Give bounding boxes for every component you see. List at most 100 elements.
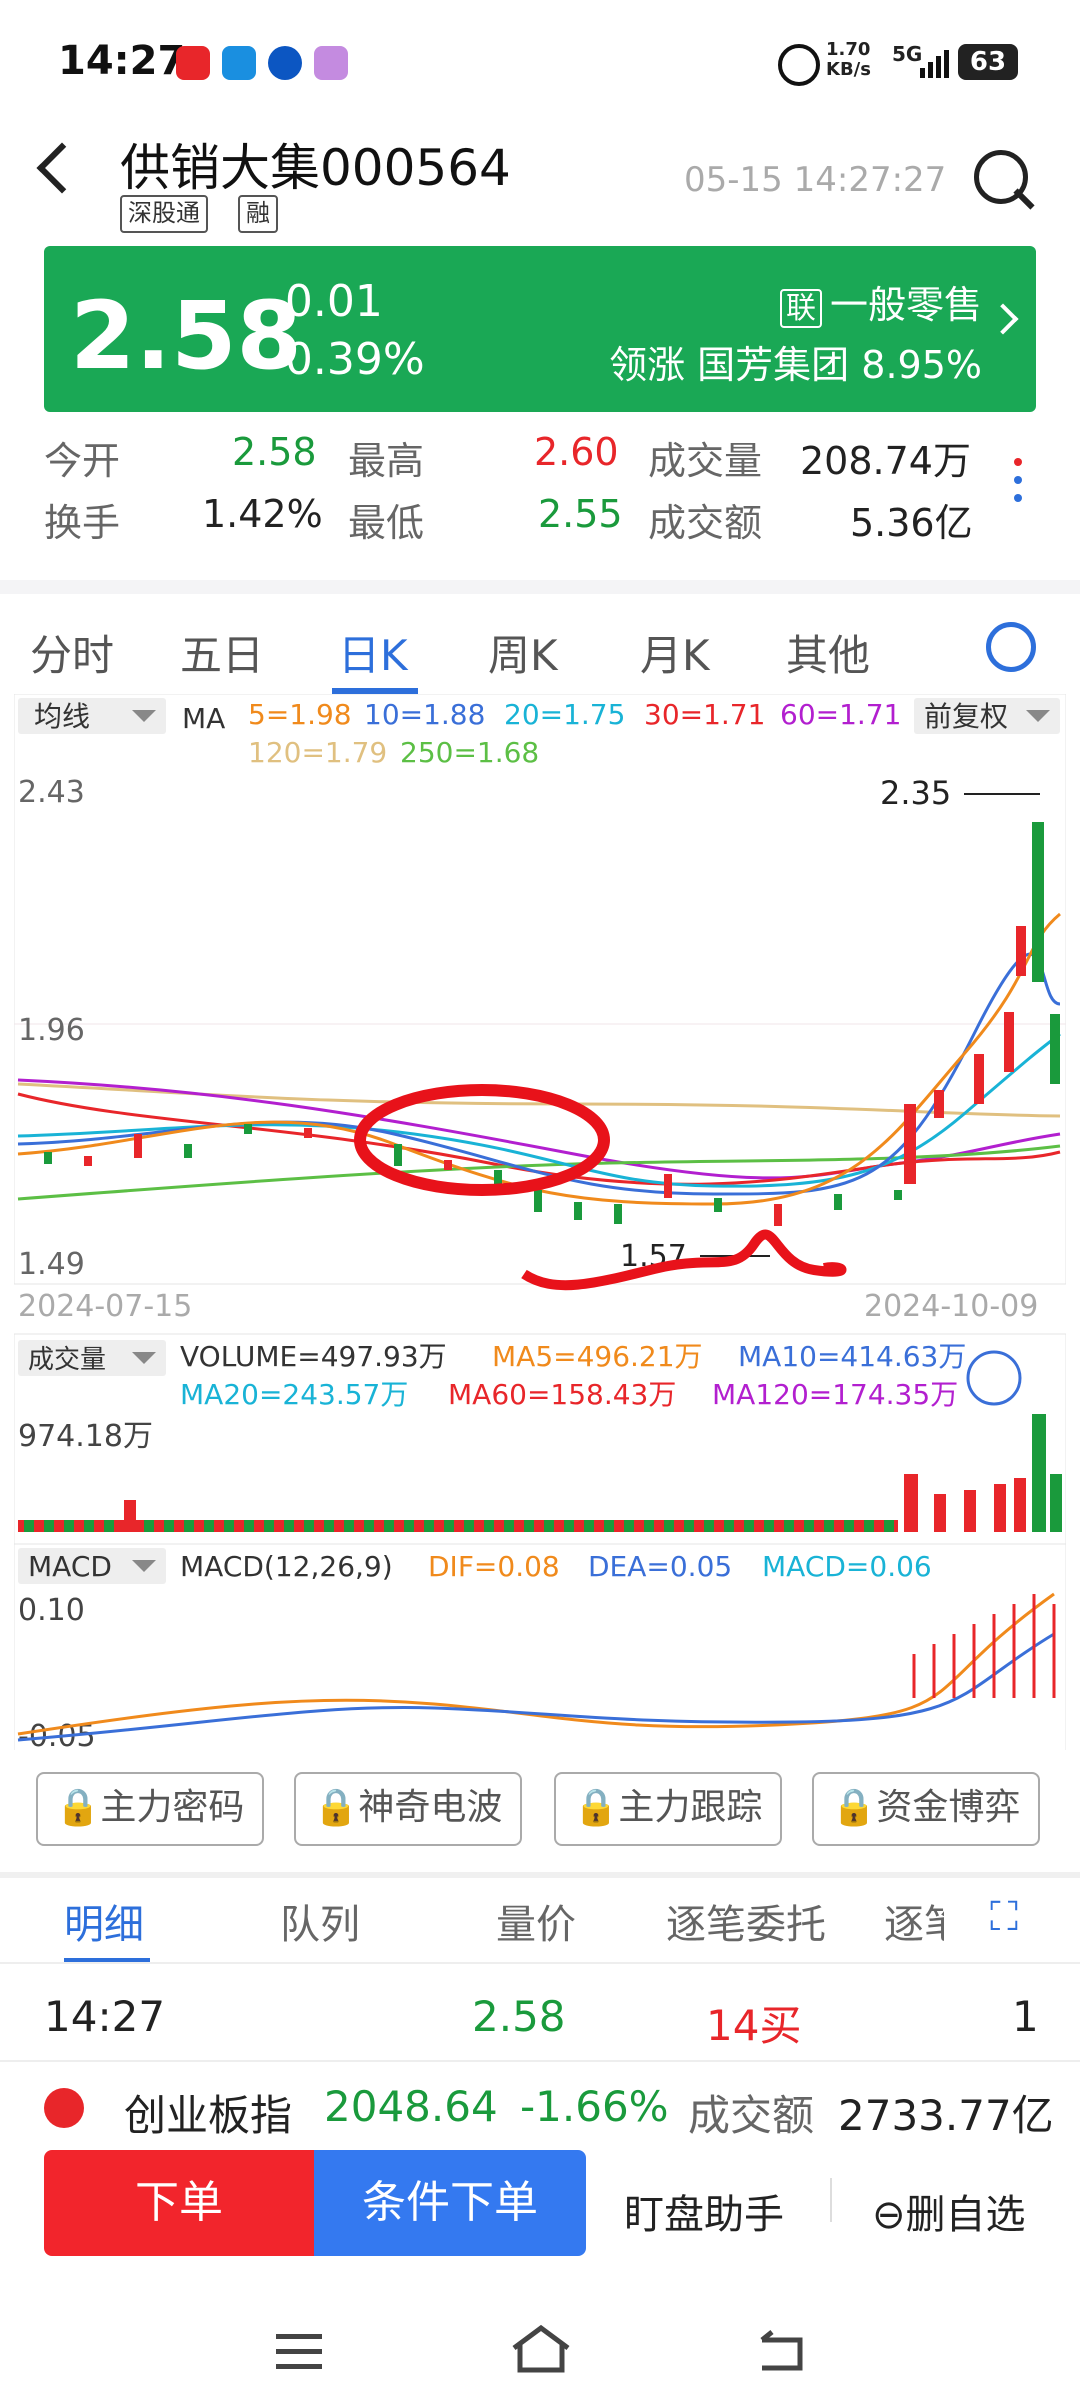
macd-dea: DEA=0.05 — [588, 1550, 732, 1583]
section-divider — [0, 580, 1080, 594]
section-divider — [0, 1872, 1080, 1878]
annotation-circle — [354, 1084, 610, 1196]
fullscreen-icon[interactable]: ⛶ — [990, 1894, 1018, 1940]
macd-select-bg — [18, 1548, 166, 1584]
menu-icon[interactable] — [276, 2334, 322, 2374]
tab-active-indicator — [64, 1958, 150, 1964]
chevron-down-icon — [132, 1352, 156, 1364]
tab-detail[interactable]: 明细 — [64, 1902, 144, 1948]
back-button[interactable] — [36, 142, 88, 194]
index-ticker[interactable]: 创业板指 2048.64 -1.66% 成交额 2733.77亿 — [0, 2060, 1080, 2162]
sector-info[interactable]: 联一般零售 — [779, 274, 982, 329]
y-axis-mid: 1.96 — [18, 1013, 85, 1048]
tab-order-by-order[interactable]: 逐笔委托 — [666, 1902, 826, 1948]
turnover-label: 换手 — [44, 501, 121, 545]
date-end: 2024-10-09 — [864, 1289, 1038, 1324]
detail-price: 2.58 — [472, 1992, 566, 2041]
vol-ma5: MA5=496.21万 — [492, 1340, 703, 1373]
detail-count: 1 — [1012, 1992, 1039, 2041]
leader-name: 国芳集团 — [697, 343, 850, 387]
order-button[interactable]: 下单 — [44, 2150, 314, 2256]
signal-icon — [920, 50, 952, 82]
open-value: 2.58 — [232, 430, 317, 474]
app-notification-icon — [314, 46, 348, 80]
minus-circle-icon: ⊖ — [872, 2192, 906, 2238]
sector-name: 一般零售 — [829, 283, 982, 327]
back-nav-icon[interactable] — [756, 2330, 806, 2376]
lock-icon: 🔒 — [313, 1787, 359, 1828]
vol-ma10: MA10=414.63万 — [738, 1340, 966, 1373]
annotation-squiggle — [521, 1229, 847, 1291]
tag-shenzhen-connect: 深股通 — [120, 195, 208, 233]
macd-select: MACD — [28, 1550, 112, 1583]
vol-ma120: MA120=174.35万 — [712, 1378, 958, 1411]
volume-select-bg — [18, 1340, 166, 1376]
feature-button[interactable]: 🔒主力密码 — [36, 1772, 264, 1846]
stock-title: 供销大集000564 — [120, 128, 511, 200]
tab-intraday[interactable]: 分时 — [30, 631, 115, 680]
divider — [0, 1962, 1080, 1964]
ma5-line — [17, 912, 1061, 1206]
open-label: 今开 — [44, 439, 121, 483]
signal-label: 5G — [892, 42, 923, 66]
vol-ma60: MA60=158.43万 — [448, 1378, 676, 1411]
feature-button[interactable]: 🔒神奇电波 — [294, 1772, 522, 1846]
kline-chart[interactable]: 均线 MA 5=1.98 10=1.88 20=1.75 30=1.71 60=… — [13, 693, 1067, 1755]
tag-margin: 融 — [238, 195, 278, 233]
adjust-select-bg — [914, 698, 1060, 734]
remove-watchlist-button[interactable]: ⊖删自选 — [872, 2182, 1026, 2240]
tab-monthly-k[interactable]: 月K — [640, 631, 710, 680]
gear-icon[interactable] — [986, 622, 1036, 672]
search-icon[interactable] — [974, 150, 1028, 204]
volume-label: 成交量 — [648, 439, 763, 483]
feature-button[interactable]: 🔒主力跟踪 — [554, 1772, 782, 1846]
macd-y-top: 0.10 — [18, 1593, 85, 1628]
more-menu-icon[interactable] — [1014, 458, 1022, 512]
ma120-value: 120=1.79 — [248, 736, 387, 769]
ma250-value: 250=1.68 — [400, 736, 539, 769]
tab-active-indicator — [332, 688, 418, 694]
dea-line — [17, 1632, 1055, 1742]
lock-icon: 🔒 — [831, 1787, 877, 1828]
volume-value-label: VOLUME=497.93万 — [180, 1340, 447, 1373]
battery-icon: 63 — [958, 44, 1018, 80]
chevron-down-icon — [1026, 710, 1050, 722]
chevron-right-icon — [987, 303, 1019, 335]
conditional-order-button[interactable]: 条件下单 — [314, 2150, 586, 2256]
app-notification-icon — [222, 46, 256, 80]
high-label: 最高 — [348, 439, 425, 483]
adjust-select: 前复权 — [924, 700, 1008, 733]
macd-dif: DIF=0.08 — [428, 1550, 560, 1583]
index-value: 2048.64 — [324, 2082, 498, 2131]
tab-weekly-k[interactable]: 周K — [488, 631, 558, 680]
tab-daily-k[interactable]: 日K — [338, 631, 408, 680]
chevron-down-icon — [132, 710, 156, 722]
ma10-value: 10=1.88 — [364, 698, 485, 731]
tab-queue[interactable]: 队列 — [280, 1902, 360, 1948]
tab-other[interactable]: 其他 — [786, 631, 871, 680]
home-icon[interactable] — [510, 2324, 572, 2378]
tab-volume-price[interactable]: 量价 — [496, 1902, 576, 1948]
feature-buttons: 🔒主力密码 🔒神奇电波 🔒主力跟踪 🔒资金博弈 — [36, 1772, 1046, 1852]
feature-label: 主力密码 — [100, 1787, 245, 1828]
indicator-select: 均线 — [34, 700, 90, 733]
volume-bars — [18, 1414, 1062, 1532]
tab-five-day[interactable]: 五日 — [180, 631, 265, 680]
clock: 14:27 — [58, 38, 186, 84]
price-banner[interactable]: 2.58 -0.01 -0.39% 联一般零售 领涨 国芳集团 8.95% — [44, 246, 1036, 412]
macd-value: MACD=0.06 — [762, 1550, 932, 1583]
price-change: -0.01 — [269, 276, 383, 327]
watch-assistant-button[interactable]: 盯盘助手 — [624, 2192, 784, 2238]
leader-label: 领涨 — [609, 343, 686, 387]
y-axis-bottom: 1.49 — [18, 1247, 85, 1282]
detail-time: 14:27 — [44, 1992, 166, 2041]
detail-volume: 14买 — [706, 2001, 802, 2050]
leader-pct: 8.95% — [861, 343, 982, 387]
feature-button[interactable]: 🔒资金博弈 — [812, 1772, 1040, 1846]
tab-tick-by-tick[interactable]: 逐笔 — [884, 1902, 944, 1948]
y-axis-top: 2.43 — [18, 775, 85, 810]
index-name: 创业板指 — [124, 2091, 293, 2140]
quote-stats: 今开 2.58 最高 2.60 成交量 208.74万 换手 1.42% 最低 … — [0, 430, 1080, 560]
index-amount-label: 成交额 — [688, 2091, 815, 2140]
feature-label: 主力跟踪 — [618, 1787, 763, 1828]
